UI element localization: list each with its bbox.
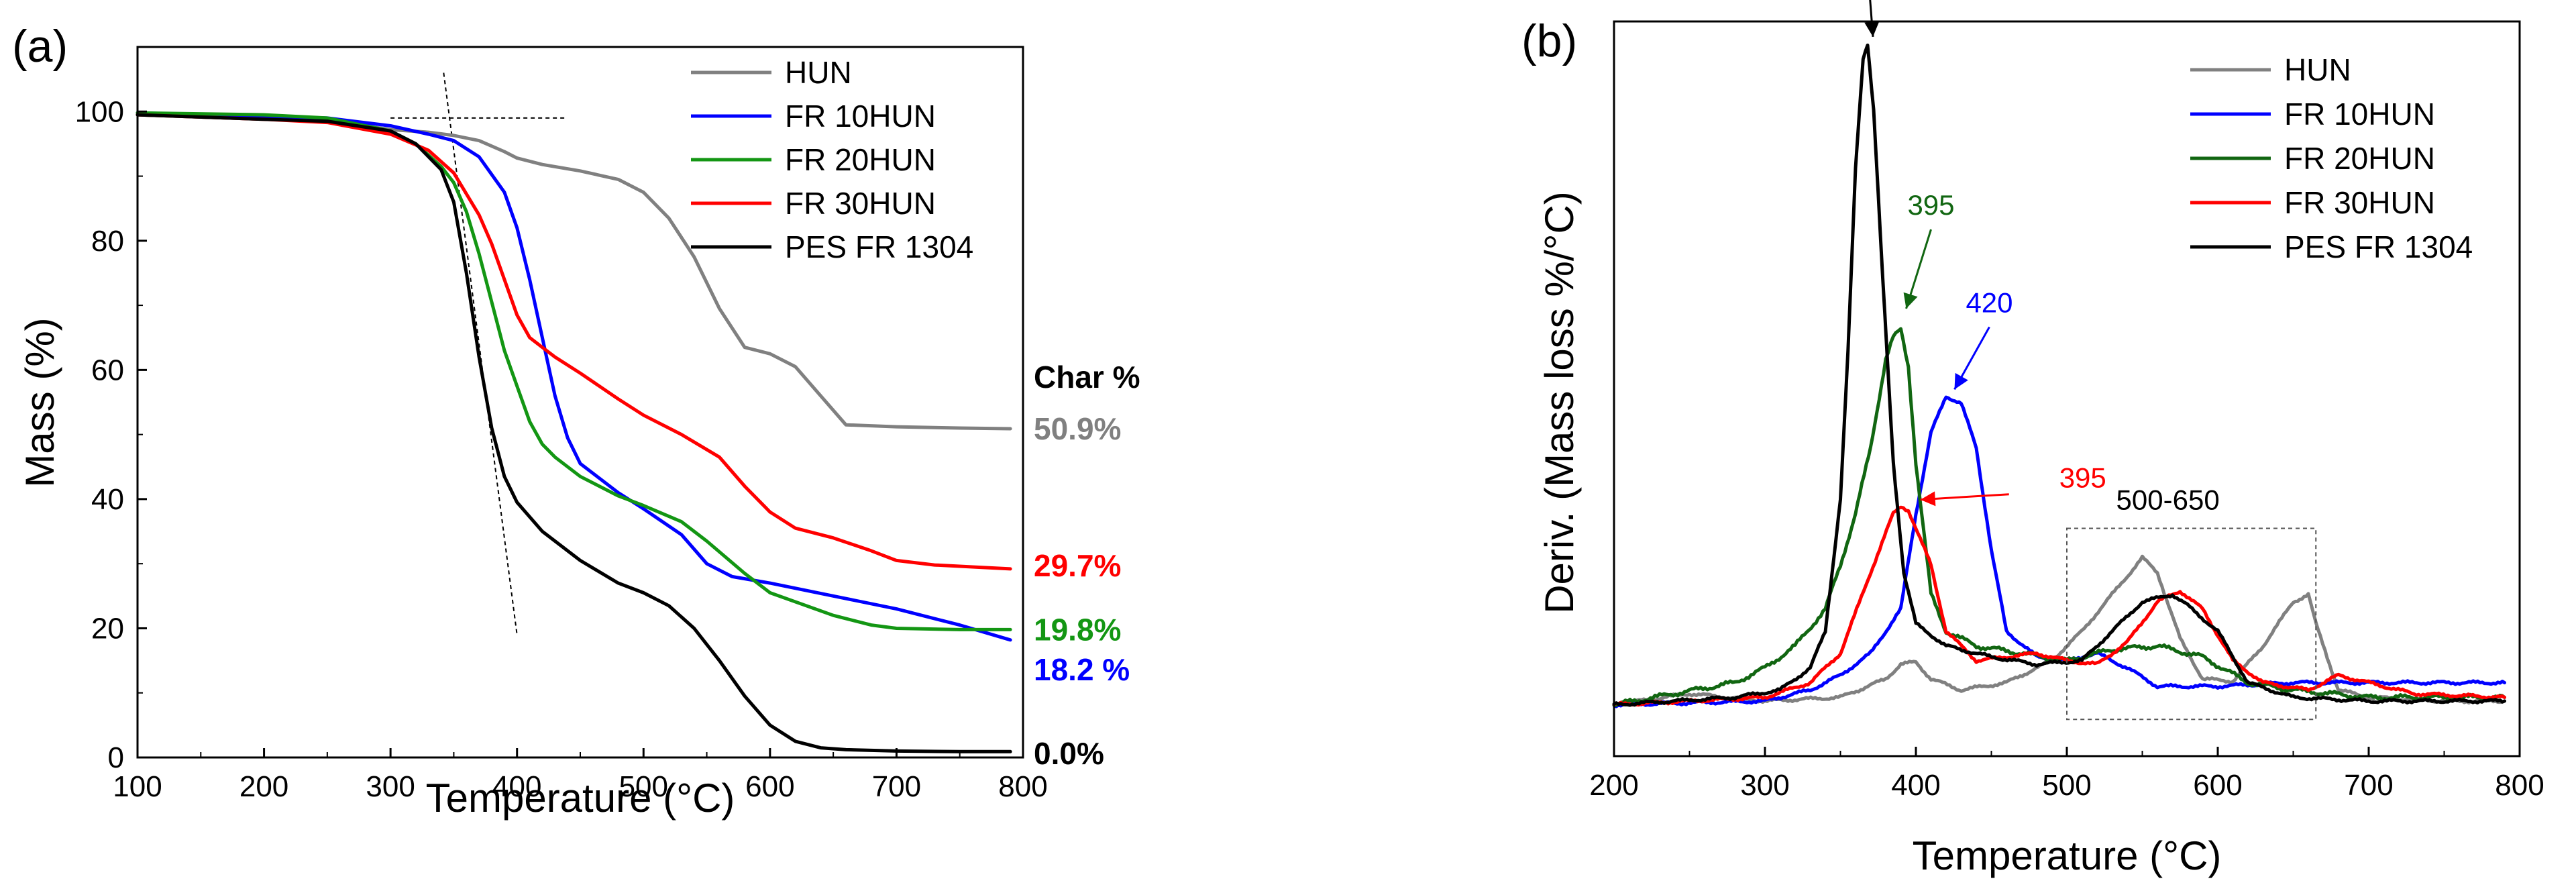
panel-b-label: (b) (1521, 15, 1577, 66)
x-tick-label: 200 (1589, 769, 1638, 802)
series-line-pes-fr-1304 (1612, 43, 2506, 707)
tga-chart-panel-a: (a) 100 200 300 400 500 600 700 800 0 20 40 60 80 10… (12, 21, 1140, 821)
x-tick-label: 400 (1891, 769, 1940, 802)
y-tick-label: 100 (75, 95, 124, 128)
peak-label-420-2: 420 (1966, 286, 2012, 318)
series-line-fr-30hun (1612, 505, 2506, 707)
x-tick-label: 500 (619, 770, 668, 803)
legend-label-fr-10hun: FR 10HUN (785, 99, 936, 134)
panel-a-x-axis-label: Temperature (°C) (426, 776, 735, 821)
y-tick-label: 60 (91, 354, 124, 386)
x-tick-label: 800 (2495, 769, 2544, 802)
char-label-pes-fr-1304: 0.0% (1034, 736, 1104, 771)
peak-arrowhead-0 (1864, 21, 1880, 37)
char-label-fr-20hun: 19.8% (1034, 612, 1121, 647)
peak-label-395-1: 395 (1907, 189, 1954, 221)
series-line-fr-20hun (1612, 327, 2506, 707)
panel-b-x-axis-label: Temperature (°C) (1913, 833, 2222, 878)
series-line-fr-30hun (136, 113, 1012, 571)
peak-arrowhead-2 (1954, 372, 1968, 390)
panel-a-legend: HUN FR 10HUN FR 20HUN FR 30HUN PES FR 1304 (691, 55, 973, 264)
legend-label-fr-20hun: FR 20HUN (2284, 141, 2435, 176)
peak-arrowhead-3 (1920, 491, 1936, 507)
x-tick-label: 600 (745, 770, 794, 803)
y-tick-label: 80 (91, 225, 124, 258)
region-box-label: 500-650 (2116, 484, 2220, 516)
char-label-fr-30hun: 29.7% (1034, 548, 1121, 583)
x-tick-label: 700 (2344, 769, 2393, 802)
x-tick-label: 400 (492, 770, 541, 803)
legend-label-hun: HUN (2284, 52, 2351, 87)
panel-a-label: (a) (12, 21, 68, 72)
legend-label-pes-fr-1304: PES FR 1304 (2284, 229, 2473, 264)
panel-a-y-axis-label: Mass (%) (17, 317, 62, 487)
peak-arrowhead-1 (1903, 292, 1918, 309)
tangent-guide-line (443, 72, 518, 635)
legend-label-fr-10hun: FR 10HUN (2284, 97, 2435, 132)
peak-arrow-3 (1920, 493, 2009, 501)
char-percent-title: Char % (1034, 360, 1140, 395)
legend-label-pes-fr-1304: PES FR 1304 (785, 229, 973, 264)
panel-b-y-axis-label: Deriv. (Mass loss %/°C) (1537, 191, 1582, 614)
panel-b-plot-frame (1613, 20, 2521, 757)
x-tick-label: 300 (1740, 769, 1789, 802)
panel-a-plot-frame (136, 46, 1024, 759)
legend-label-fr-30hun: FR 30HUN (785, 186, 936, 221)
legend-label-fr-20hun: FR 20HUN (785, 142, 936, 177)
x-tick-label: 800 (998, 770, 1047, 803)
x-tick-label: 700 (872, 770, 921, 803)
y-tick-label: 0 (108, 741, 124, 774)
legend-label-hun: HUN (785, 55, 852, 90)
series-line-fr-10hun (136, 111, 1012, 642)
region-box (2066, 527, 2317, 721)
peak-label-395-3: 395 (2059, 462, 2106, 494)
y-tick-label: 40 (91, 483, 124, 516)
char-label-hun: 50.9% (1034, 411, 1121, 446)
legend-label-fr-30hun: FR 30HUN (2284, 185, 2435, 220)
x-tick-label: 600 (2193, 769, 2242, 802)
char-label-fr-10hun: 18.2 % (1034, 652, 1130, 687)
panel-b-legend: HUN FR 10HUN FR 20HUN FR 30HUN PES FR 1304 (2190, 52, 2473, 264)
x-tick-label: 200 (239, 770, 288, 803)
x-tick-label: 300 (366, 770, 415, 803)
x-tick-label: 100 (113, 770, 162, 803)
x-tick-label: 500 (2042, 769, 2091, 802)
series-line-pes-fr-1304 (136, 113, 1012, 753)
y-tick-label: 20 (91, 612, 124, 645)
